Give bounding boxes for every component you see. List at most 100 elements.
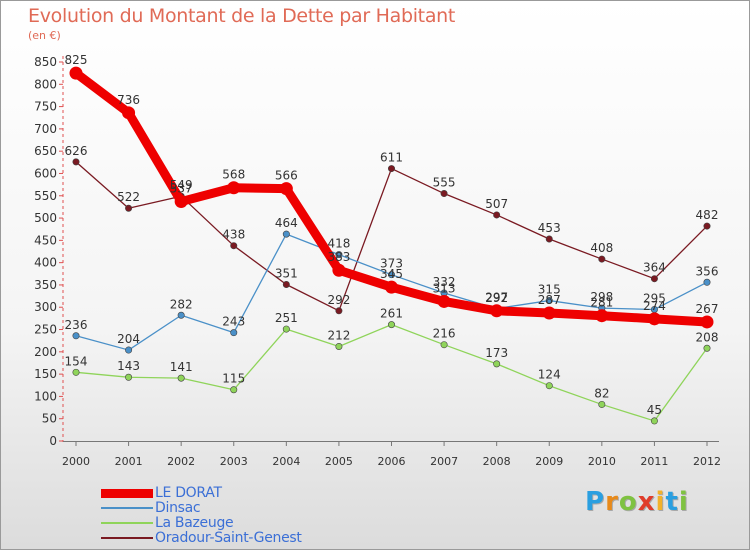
x-tick-label: 2005 bbox=[325, 455, 353, 468]
data-point bbox=[125, 373, 133, 381]
data-label: 555 bbox=[433, 176, 456, 190]
data-label: 611 bbox=[380, 151, 403, 165]
y-tick-label: 150 bbox=[34, 367, 57, 381]
x-axis-ticks: 2000 2001 2002 2003 2004 2005 2006 2007 2008 2009… bbox=[62, 441, 721, 468]
y-tick-label: 500 bbox=[34, 211, 57, 225]
data-point bbox=[440, 190, 448, 198]
y-tick-label: 600 bbox=[34, 166, 57, 180]
data-point bbox=[387, 321, 395, 329]
proxiti-logo: Proxiti bbox=[585, 487, 689, 517]
data-point bbox=[282, 325, 290, 333]
data-label: 216 bbox=[433, 327, 456, 341]
data-label: 568 bbox=[222, 168, 245, 182]
data-label: 313 bbox=[433, 281, 456, 295]
x-tick-label: 2004 bbox=[272, 455, 300, 468]
legend-label: Dinsac bbox=[155, 500, 201, 516]
chart-axes bbox=[62, 56, 719, 442]
legend-swatch bbox=[101, 488, 153, 498]
y-tick-label: 300 bbox=[34, 300, 57, 314]
data-point bbox=[545, 235, 553, 243]
data-label: 204 bbox=[117, 332, 140, 346]
data-point bbox=[700, 315, 714, 329]
logo-letter: i bbox=[655, 487, 666, 517]
y-tick-label: 850 bbox=[34, 55, 57, 69]
data-label: 549 bbox=[170, 178, 193, 192]
x-tick-label: 2011 bbox=[640, 455, 668, 468]
legend-label: LE DORAT bbox=[155, 485, 222, 501]
chart-title: Evolution du Montant de la Dette par Hab… bbox=[28, 5, 456, 27]
data-point bbox=[493, 360, 501, 368]
data-label: 315 bbox=[538, 283, 561, 297]
logo-letter: o bbox=[618, 487, 638, 517]
data-point bbox=[490, 304, 504, 318]
data-point bbox=[650, 417, 658, 425]
data-point bbox=[282, 280, 290, 288]
x-tick-label: 2009 bbox=[535, 455, 563, 468]
x-tick-label: 2012 bbox=[693, 455, 721, 468]
data-label: 274 bbox=[643, 299, 666, 313]
data-point bbox=[335, 251, 343, 259]
x-tick-label: 2008 bbox=[483, 455, 511, 468]
x-tick-label: 2007 bbox=[430, 455, 458, 468]
data-label: 295 bbox=[643, 291, 666, 305]
x-tick-label: 2003 bbox=[220, 455, 248, 468]
data-label: 267 bbox=[696, 302, 719, 316]
data-label: 287 bbox=[538, 293, 561, 307]
data-point bbox=[598, 400, 606, 408]
data-point bbox=[542, 306, 556, 320]
data-point bbox=[177, 311, 185, 319]
data-label: 364 bbox=[643, 261, 666, 275]
y-tick-label: 400 bbox=[34, 256, 57, 270]
data-point bbox=[230, 242, 238, 250]
data-label: 115 bbox=[222, 372, 245, 386]
data-label: 297 bbox=[485, 291, 508, 305]
data-point bbox=[230, 329, 238, 337]
data-point bbox=[703, 278, 711, 286]
data-label: 408 bbox=[590, 241, 613, 255]
data-label: 292 bbox=[485, 291, 508, 305]
data-label: 345 bbox=[380, 267, 403, 281]
data-point bbox=[650, 275, 658, 283]
y-axis-ticks: 0 50 100 150 200 250 300 350 400 450 500 550 600 650 7… bbox=[34, 55, 63, 448]
data-point bbox=[703, 222, 711, 230]
y-tick-label: 250 bbox=[34, 323, 57, 337]
data-point bbox=[437, 294, 451, 308]
y-tick-label: 550 bbox=[34, 189, 57, 203]
data-point bbox=[387, 271, 395, 279]
data-point bbox=[440, 341, 448, 349]
data-label: 537 bbox=[170, 182, 193, 196]
data-label: 464 bbox=[275, 216, 298, 230]
y-tick-label: 100 bbox=[34, 389, 57, 403]
series-le-dorat bbox=[69, 66, 714, 329]
data-label: 482 bbox=[696, 208, 719, 222]
y-tick-label: 700 bbox=[34, 122, 57, 136]
data-point bbox=[282, 230, 290, 238]
data-point bbox=[647, 312, 661, 326]
series-la-bazeuge bbox=[72, 321, 711, 425]
data-point bbox=[72, 368, 80, 376]
data-label: 124 bbox=[538, 368, 561, 382]
data-point bbox=[174, 195, 188, 209]
y-tick-label: 50 bbox=[42, 412, 57, 426]
logo-letter: x bbox=[637, 487, 656, 517]
logo-letter: i bbox=[678, 487, 689, 517]
data-point bbox=[125, 204, 133, 212]
data-label: 243 bbox=[222, 315, 245, 329]
y-tick-label: 750 bbox=[34, 100, 57, 114]
data-label: 251 bbox=[275, 311, 298, 325]
data-point bbox=[230, 386, 238, 394]
logo-letter: t bbox=[665, 487, 679, 517]
data-label: 154 bbox=[65, 354, 88, 368]
legend-label: La Bazeuge bbox=[155, 515, 234, 531]
data-point bbox=[69, 66, 83, 80]
data-label: 825 bbox=[65, 53, 88, 67]
data-point bbox=[227, 181, 241, 195]
legend-swatch bbox=[101, 507, 153, 509]
y-tick-label: 200 bbox=[34, 345, 57, 359]
legend-label: Oradour-Saint-Genest bbox=[155, 530, 302, 546]
data-label: 281 bbox=[590, 296, 613, 310]
data-point bbox=[493, 211, 501, 219]
x-tick-label: 2001 bbox=[115, 455, 143, 468]
data-label: 141 bbox=[170, 360, 193, 374]
